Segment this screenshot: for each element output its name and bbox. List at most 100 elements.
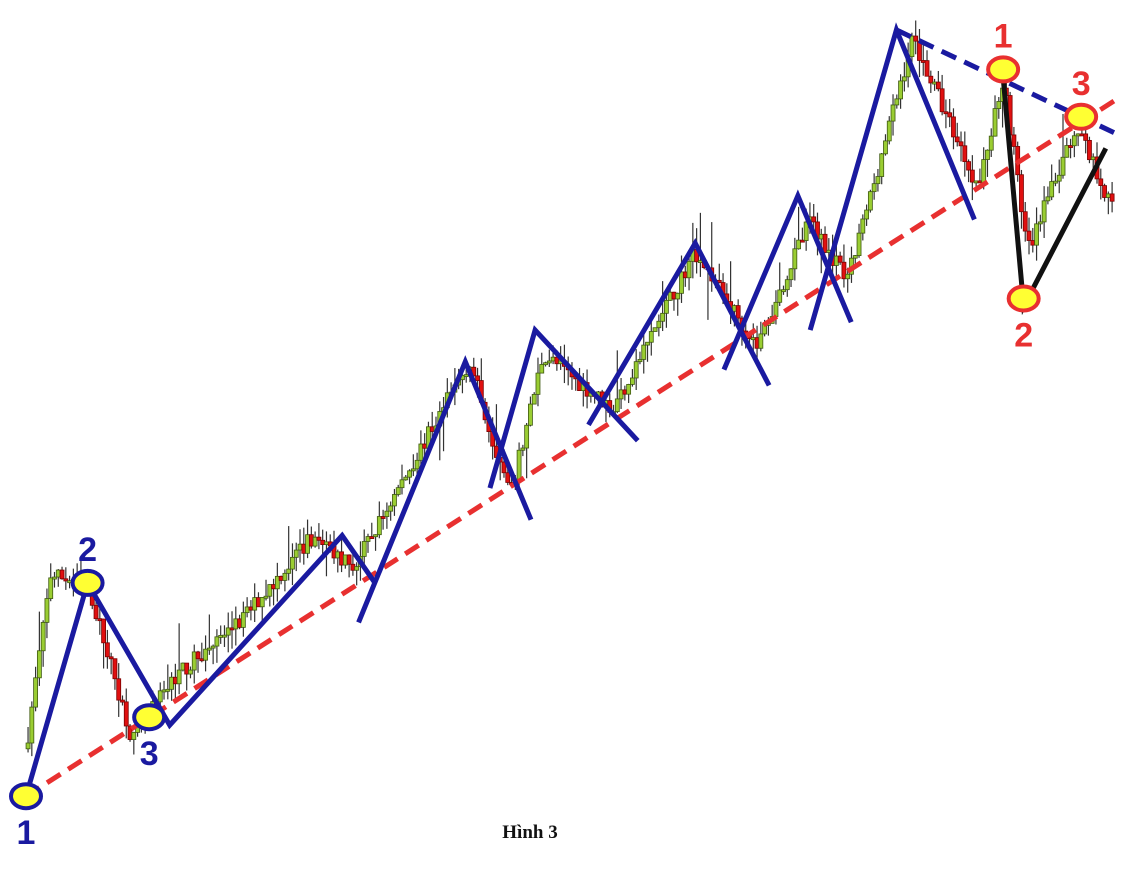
bullish-candle <box>44 598 50 623</box>
bearish-candle <box>120 699 125 703</box>
swing-point-marker <box>1006 284 1041 313</box>
bullish-candle <box>267 584 273 597</box>
swing-point-markers: 1 2 3 1 2 3 <box>9 17 1099 852</box>
swing-zigzag-line <box>807 22 977 331</box>
bullish-candle <box>864 209 869 220</box>
bullish-candle <box>796 239 802 250</box>
bullish-candle <box>29 706 35 744</box>
bullish-candle <box>781 289 786 293</box>
swing-point-marker <box>132 703 167 732</box>
bullish-candle <box>898 80 903 100</box>
bullish-candle <box>210 645 216 649</box>
bearish-candle <box>1019 174 1024 213</box>
bullish-candle <box>48 577 54 599</box>
bullish-candle <box>792 248 798 270</box>
bullish-candle <box>856 232 862 256</box>
bearish-candle <box>116 678 122 701</box>
bullish-candle <box>992 108 998 137</box>
bearish-candle <box>108 656 114 660</box>
bullish-candle <box>777 289 783 303</box>
bullish-candle <box>543 362 548 366</box>
bearish-candle <box>841 261 847 280</box>
bullish-candle <box>1071 135 1077 147</box>
bullish-candle <box>664 299 669 314</box>
bullish-candle <box>1060 156 1066 176</box>
bullish-candle <box>165 688 171 692</box>
bearish-candle <box>505 472 511 483</box>
bearish-candle <box>184 662 190 675</box>
bullish-candle <box>652 327 658 332</box>
bullish-candle <box>399 479 405 489</box>
bullish-candle <box>293 549 299 558</box>
bearish-candle <box>954 136 960 143</box>
bullish-candle <box>52 576 57 580</box>
bullish-candle <box>1041 200 1047 223</box>
bullish-candle <box>539 364 545 374</box>
bullish-candle <box>867 191 873 211</box>
bearish-candle <box>799 239 805 243</box>
bullish-candle <box>520 447 526 451</box>
bullish-candle <box>1053 180 1058 184</box>
bearish-candle <box>837 255 843 263</box>
swing-point-label: 3 <box>140 735 159 773</box>
bullish-candle <box>656 320 662 329</box>
swing-point-marker <box>1064 102 1099 131</box>
bullish-candle <box>516 449 522 482</box>
bullish-candle <box>407 470 412 478</box>
bullish-candle <box>637 359 643 363</box>
bullish-candle <box>679 271 684 294</box>
bullish-candle <box>879 153 885 177</box>
bullish-candle <box>1045 196 1051 202</box>
bullish-candle <box>845 273 851 280</box>
bullish-candle <box>203 648 208 661</box>
bullish-candle <box>535 372 541 395</box>
bullish-candle <box>403 476 409 481</box>
bullish-candle <box>852 255 858 259</box>
bullish-candle <box>641 344 647 360</box>
swing-point-label: 2 <box>78 531 97 569</box>
bearish-candle <box>93 604 99 620</box>
bearish-candle <box>1068 145 1073 148</box>
bearish-candle <box>104 642 110 658</box>
swing-point-marker <box>9 782 43 811</box>
bullish-candle <box>546 360 552 364</box>
bearish-candle <box>1087 139 1092 161</box>
bearish-candle <box>969 169 975 183</box>
bullish-candle <box>40 621 46 652</box>
bullish-candle <box>860 218 866 234</box>
bullish-candle <box>410 468 416 472</box>
zigzag-layer <box>23 22 1109 797</box>
bullish-candle <box>890 104 896 122</box>
bullish-candle <box>648 331 654 343</box>
bullish-candle <box>1034 223 1039 246</box>
bullish-candle <box>176 669 182 685</box>
swing-point-marker <box>986 55 1021 84</box>
bearish-candle <box>811 216 817 223</box>
bearish-candle <box>195 651 201 660</box>
bullish-candle <box>388 505 394 512</box>
bullish-candle <box>206 647 212 651</box>
bearish-candle <box>947 112 953 118</box>
bullish-candle <box>361 541 367 557</box>
bullish-candle <box>531 393 537 405</box>
bearish-candle <box>369 536 375 539</box>
bearish-candle <box>1098 178 1104 186</box>
bullish-candle <box>225 627 231 636</box>
bullish-candle <box>240 612 246 628</box>
bullish-candle <box>996 101 1002 109</box>
bullish-candle <box>614 398 620 413</box>
bearish-candle <box>939 88 945 113</box>
bearish-candle <box>475 375 480 381</box>
bullish-candle <box>25 742 31 750</box>
bullish-candle <box>384 510 390 517</box>
bullish-candle <box>626 384 632 395</box>
bullish-candle <box>418 443 424 461</box>
bullish-candle <box>909 35 915 58</box>
bearish-candle <box>935 81 941 90</box>
bearish-candle <box>962 145 968 163</box>
bullish-candle <box>773 301 779 317</box>
bullish-candle <box>290 556 295 570</box>
bullish-candle <box>803 221 809 241</box>
swing-point-label: 1 <box>17 814 36 852</box>
swing-point-label: 2 <box>1014 317 1033 355</box>
